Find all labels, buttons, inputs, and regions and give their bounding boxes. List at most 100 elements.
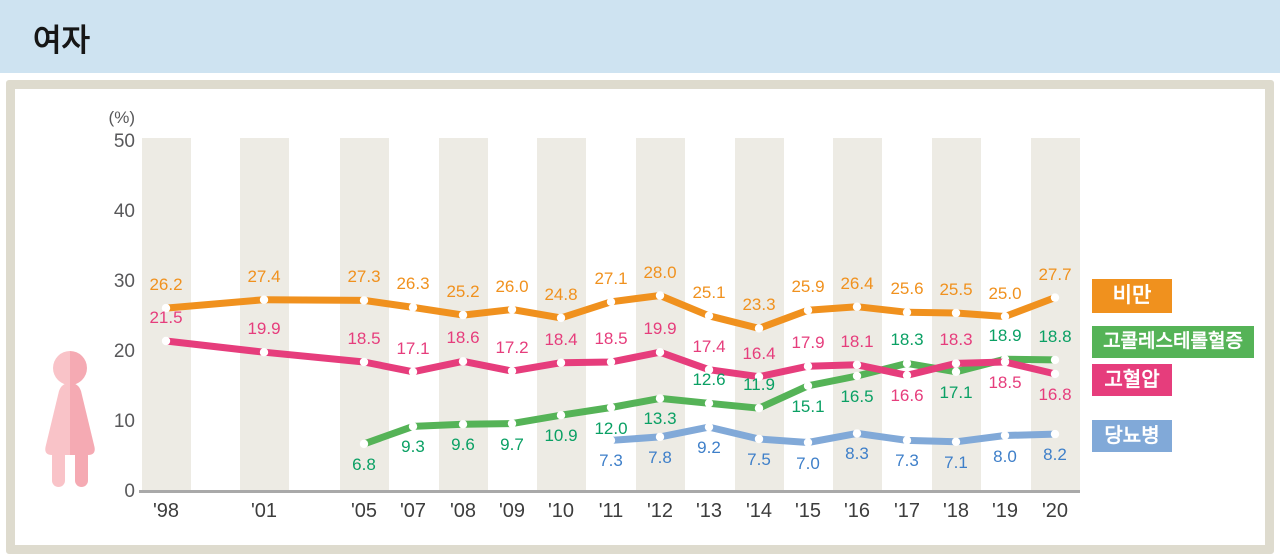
chart-band [239, 138, 289, 490]
page-header: 여자 [0, 0, 1280, 73]
x-tick-label: '07 [399, 500, 427, 522]
value-label-hypercholesterolemia: 17.1 [939, 382, 973, 402]
value-label-hypertension: 16.4 [742, 343, 776, 363]
value-label-hypercholesterolemia: 11.9 [743, 375, 775, 395]
value-label-hypertension: 16.8 [1038, 384, 1072, 404]
value-label-hypertension: 21.5 [149, 308, 183, 327]
x-tick-label: '05 [350, 500, 378, 522]
value-label-hypertension: 18.5 [988, 373, 1022, 392]
value-label-diabetes: 7.8 [648, 447, 672, 467]
female-figure-icon [45, 351, 95, 487]
value-label-diabetes: 8.0 [993, 446, 1017, 466]
x-tick-label: '98 [152, 500, 180, 522]
value-label-diabetes: 7.1 [944, 452, 968, 472]
value-label-obesity: 27.4 [247, 266, 281, 286]
value-label-hypercholesterolemia: 12.0 [594, 418, 628, 438]
value-label-obesity: 26.4 [840, 273, 874, 293]
y-tick-label: 30 [113, 270, 135, 292]
value-label-hypercholesterolemia: 9.7 [500, 434, 524, 454]
x-tick-label: '18 [942, 500, 970, 522]
x-tick-label: '10 [547, 500, 575, 522]
figure-left-leg [52, 449, 65, 487]
figure-right-leg [75, 449, 88, 487]
value-label-hypertension: 16.6 [890, 386, 924, 406]
value-label-hypercholesterolemia: 18.3 [890, 330, 924, 350]
value-label-hypercholesterolemia: 6.8 [352, 454, 376, 474]
value-label-obesity: 28.0 [643, 262, 677, 282]
chart-band [635, 138, 685, 490]
figure-body [45, 383, 95, 455]
y-axis-unit: (%) [108, 108, 135, 127]
x-tick-label: '14 [745, 500, 773, 522]
value-label-hypertension: 18.5 [347, 329, 381, 348]
y-tick-label: 20 [113, 340, 135, 362]
chart-band [931, 138, 981, 490]
value-label-hypercholesterolemia: 9.6 [451, 435, 475, 455]
value-label-diabetes: 7.5 [747, 450, 771, 469]
value-label-obesity: 25.1 [692, 282, 726, 302]
value-label-hypercholesterolemia: 15.1 [791, 396, 825, 416]
chart-band [832, 138, 882, 490]
x-tick-label: '01 [250, 500, 278, 522]
value-label-obesity: 25.2 [446, 282, 480, 302]
value-label-hypertension: 18.6 [446, 328, 480, 348]
value-label-hypertension: 17.4 [692, 336, 726, 356]
value-label-hypertension: 18.3 [939, 330, 973, 350]
y-tick-label: 50 [113, 130, 135, 152]
x-tick-label: '08 [449, 500, 477, 522]
x-tick-label: '13 [695, 500, 723, 522]
x-axis-line [139, 490, 1080, 493]
y-tick-label: 10 [113, 410, 135, 432]
value-label-diabetes: 8.2 [1043, 445, 1067, 465]
value-label-hypercholesterolemia: 9.3 [401, 437, 425, 457]
figure-head [53, 351, 87, 385]
legend-obesity: 비만 [1092, 279, 1172, 313]
x-tick-label: '12 [646, 500, 674, 522]
value-label-obesity: 25.6 [890, 279, 924, 299]
value-label-hypercholesterolemia: 18.8 [1038, 326, 1072, 346]
value-label-hypercholesterolemia: 10.9 [544, 426, 578, 446]
chart-band [1030, 138, 1080, 490]
y-tick-label: 0 [124, 480, 135, 502]
x-tick-label: '19 [991, 500, 1019, 522]
value-label-obesity: 24.8 [544, 284, 578, 304]
value-label-diabetes: 7.3 [599, 451, 623, 471]
x-tick-label: '11 [598, 500, 624, 522]
page-title: 여자 [33, 23, 91, 58]
legend-hypertension: 고혈압 [1092, 364, 1172, 396]
value-label-hypertension: 18.1 [840, 331, 874, 351]
value-label-diabetes: 9.2 [697, 438, 721, 458]
x-tick-label: '20 [1041, 500, 1069, 522]
value-label-obesity: 26.2 [149, 275, 183, 295]
value-label-obesity: 26.3 [396, 274, 430, 294]
x-tick-label: '09 [498, 500, 526, 522]
legend-diabetes: 당뇨병 [1092, 420, 1172, 452]
value-label-hypertension: 19.9 [247, 319, 281, 339]
value-label-diabetes: 7.3 [895, 451, 919, 471]
value-label-hypertension: 18.5 [594, 329, 628, 348]
value-label-hypercholesterolemia: 12.6 [692, 370, 726, 390]
value-label-obesity: 26.0 [495, 276, 529, 296]
x-tick-label: '16 [843, 500, 871, 522]
value-label-hypercholesterolemia: 18.9 [988, 326, 1022, 346]
value-label-obesity: 25.0 [988, 283, 1022, 303]
value-label-obesity: 23.3 [742, 295, 776, 315]
x-tick-label: '15 [794, 500, 822, 522]
value-label-hypertension: 18.4 [544, 329, 578, 349]
value-label-obesity: 27.1 [594, 268, 628, 288]
value-label-hypertension: 17.1 [396, 338, 430, 358]
value-label-hypertension: 17.9 [791, 333, 825, 353]
value-label-diabetes: 8.3 [845, 444, 869, 464]
x-tick-label: '17 [893, 500, 921, 522]
value-label-obesity: 27.7 [1038, 264, 1072, 284]
value-label-obesity: 27.3 [347, 267, 381, 287]
legend-hypercholesterolemia: 고콜레스테롤혈증 [1092, 326, 1254, 358]
value-label-hypertension: 19.9 [643, 319, 677, 339]
value-label-hypercholesterolemia: 13.3 [643, 409, 677, 429]
value-label-hypertension: 17.2 [495, 338, 529, 358]
value-label-obesity: 25.5 [939, 280, 973, 299]
value-label-obesity: 25.9 [791, 277, 825, 297]
chart-band [339, 138, 389, 490]
value-label-hypercholesterolemia: 16.5 [840, 387, 874, 406]
